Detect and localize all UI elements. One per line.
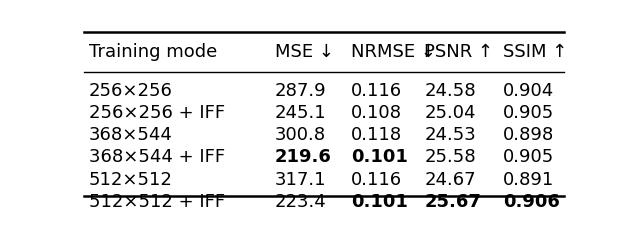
Text: 223.4: 223.4 xyxy=(275,192,327,210)
Text: 300.8: 300.8 xyxy=(275,126,326,144)
Text: 245.1: 245.1 xyxy=(275,104,327,121)
Text: 24.58: 24.58 xyxy=(424,81,476,99)
Text: 0.898: 0.898 xyxy=(502,126,554,144)
Text: 0.904: 0.904 xyxy=(502,81,554,99)
Text: MSE ↓: MSE ↓ xyxy=(275,43,334,61)
Text: 24.53: 24.53 xyxy=(424,126,476,144)
Text: 219.6: 219.6 xyxy=(275,148,332,166)
Text: 368×544: 368×544 xyxy=(88,126,173,144)
Text: NRMSE ↓: NRMSE ↓ xyxy=(351,43,436,61)
Text: 287.9: 287.9 xyxy=(275,81,327,99)
Text: Training mode: Training mode xyxy=(88,43,217,61)
Text: PSNR ↑: PSNR ↑ xyxy=(424,43,494,61)
Text: 25.04: 25.04 xyxy=(424,104,476,121)
Text: 0.905: 0.905 xyxy=(502,104,554,121)
Text: 0.905: 0.905 xyxy=(502,148,554,166)
Text: 25.67: 25.67 xyxy=(424,192,481,210)
Text: 512×512 + IFF: 512×512 + IFF xyxy=(88,192,225,210)
Text: 0.108: 0.108 xyxy=(351,104,402,121)
Text: 0.116: 0.116 xyxy=(351,170,402,188)
Text: 25.58: 25.58 xyxy=(424,148,476,166)
Text: 512×512: 512×512 xyxy=(88,170,173,188)
Text: 0.101: 0.101 xyxy=(351,192,408,210)
Text: SSIM ↑: SSIM ↑ xyxy=(502,43,567,61)
Text: 0.118: 0.118 xyxy=(351,126,402,144)
Text: 317.1: 317.1 xyxy=(275,170,326,188)
Text: 256×256: 256×256 xyxy=(88,81,173,99)
Text: 24.67: 24.67 xyxy=(424,170,476,188)
Text: 0.101: 0.101 xyxy=(351,148,408,166)
Text: 0.891: 0.891 xyxy=(502,170,554,188)
Text: 256×256 + IFF: 256×256 + IFF xyxy=(88,104,225,121)
Text: 0.116: 0.116 xyxy=(351,81,402,99)
Text: 0.906: 0.906 xyxy=(502,192,559,210)
Text: 368×544 + IFF: 368×544 + IFF xyxy=(88,148,225,166)
